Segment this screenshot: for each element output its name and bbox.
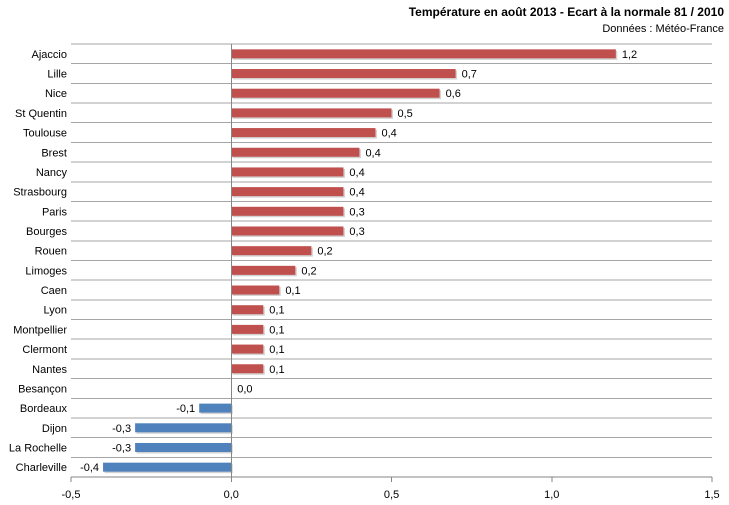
- data-label: 0,4: [381, 128, 396, 140]
- category-label: Paris: [42, 206, 68, 218]
- bar: [231, 108, 392, 118]
- data-label: -0,1: [176, 403, 195, 415]
- data-label: 0,4: [365, 147, 380, 159]
- x-tick-label: 1,0: [544, 489, 559, 501]
- bar: [231, 128, 376, 138]
- bar: [231, 246, 312, 256]
- bar: [231, 364, 264, 374]
- bar: [199, 403, 232, 413]
- bar: [231, 147, 360, 157]
- bar: [231, 226, 344, 236]
- bar: [231, 69, 456, 79]
- data-label: -0,3: [112, 423, 131, 435]
- x-tick-label: -0,5: [62, 489, 81, 501]
- category-label: Dijon: [42, 423, 67, 435]
- data-label: 0,0: [237, 383, 252, 395]
- category-label: Bourges: [26, 226, 67, 238]
- chart-title: Température en août 2013 - Ecart à la no…: [409, 5, 725, 19]
- category-label: Caen: [41, 285, 67, 297]
- x-tick-label: 1,5: [704, 489, 719, 501]
- category-labels: Ajaccio Lille Nice St Quentin Toulouse Brest N…: [9, 49, 68, 474]
- x-tick-label: 0,0: [224, 489, 239, 501]
- data-label: 0,1: [285, 285, 300, 297]
- category-label: Bordeaux: [20, 403, 68, 415]
- data-label: 0,6: [446, 88, 461, 100]
- category-label: Lyon: [44, 305, 67, 317]
- category-label: St Quentin: [15, 108, 67, 120]
- data-labels: 1,20,70,60,50,40,40,40,40,30,30,20,20,10…: [80, 49, 637, 474]
- data-label: 0,4: [349, 167, 364, 179]
- bar: [231, 285, 280, 295]
- data-label: 0,1: [269, 324, 284, 336]
- bar: [231, 167, 344, 177]
- bars: [103, 49, 618, 474]
- bar: [231, 49, 616, 59]
- bar: [135, 423, 232, 433]
- category-label: Charleville: [16, 462, 67, 474]
- category-label: Rouen: [35, 246, 67, 258]
- data-label: 0,2: [317, 246, 332, 258]
- data-label: 0,1: [269, 364, 284, 376]
- data-label: 0,1: [269, 305, 284, 317]
- bar: [231, 324, 264, 334]
- category-label: Nancy: [36, 167, 68, 179]
- bar: [103, 462, 232, 472]
- data-label: -0,3: [112, 442, 131, 454]
- data-label: 0,5: [398, 108, 413, 120]
- data-label: 0,3: [349, 206, 364, 218]
- bar: [231, 206, 344, 216]
- category-label: Strasbourg: [13, 187, 67, 199]
- data-label: 0,2: [301, 265, 316, 277]
- bar: [231, 187, 344, 197]
- axes: [70, 44, 713, 482]
- bar: [231, 305, 264, 315]
- category-label: Clermont: [22, 344, 67, 356]
- category-label: Ajaccio: [32, 49, 67, 61]
- bar: [231, 88, 440, 98]
- category-label: Montpellier: [13, 324, 67, 336]
- data-label: 1,2: [622, 49, 637, 61]
- category-label: Toulouse: [23, 128, 67, 140]
- category-label: La Rochelle: [9, 442, 67, 454]
- category-label: Nice: [45, 88, 67, 100]
- data-label: -0,4: [80, 462, 99, 474]
- bar: [231, 265, 296, 275]
- data-label: 0,3: [349, 226, 364, 238]
- x-tick-label: 0,5: [384, 489, 399, 501]
- x-tick-labels: -0,5 0,0 0,5 1,0 1,5: [62, 489, 720, 501]
- data-label: 0,4: [349, 187, 364, 199]
- category-label: Limoges: [25, 265, 67, 277]
- category-label: Brest: [41, 147, 67, 159]
- data-label: 0,1: [269, 344, 284, 356]
- chart-subtitle: Données : Météo-France: [602, 23, 724, 35]
- category-label: Nantes: [32, 364, 67, 376]
- bar: [231, 344, 264, 354]
- category-label: Besançon: [18, 383, 67, 395]
- data-label: 0,7: [462, 69, 477, 81]
- category-label: Lille: [47, 69, 67, 81]
- bar: [135, 442, 232, 452]
